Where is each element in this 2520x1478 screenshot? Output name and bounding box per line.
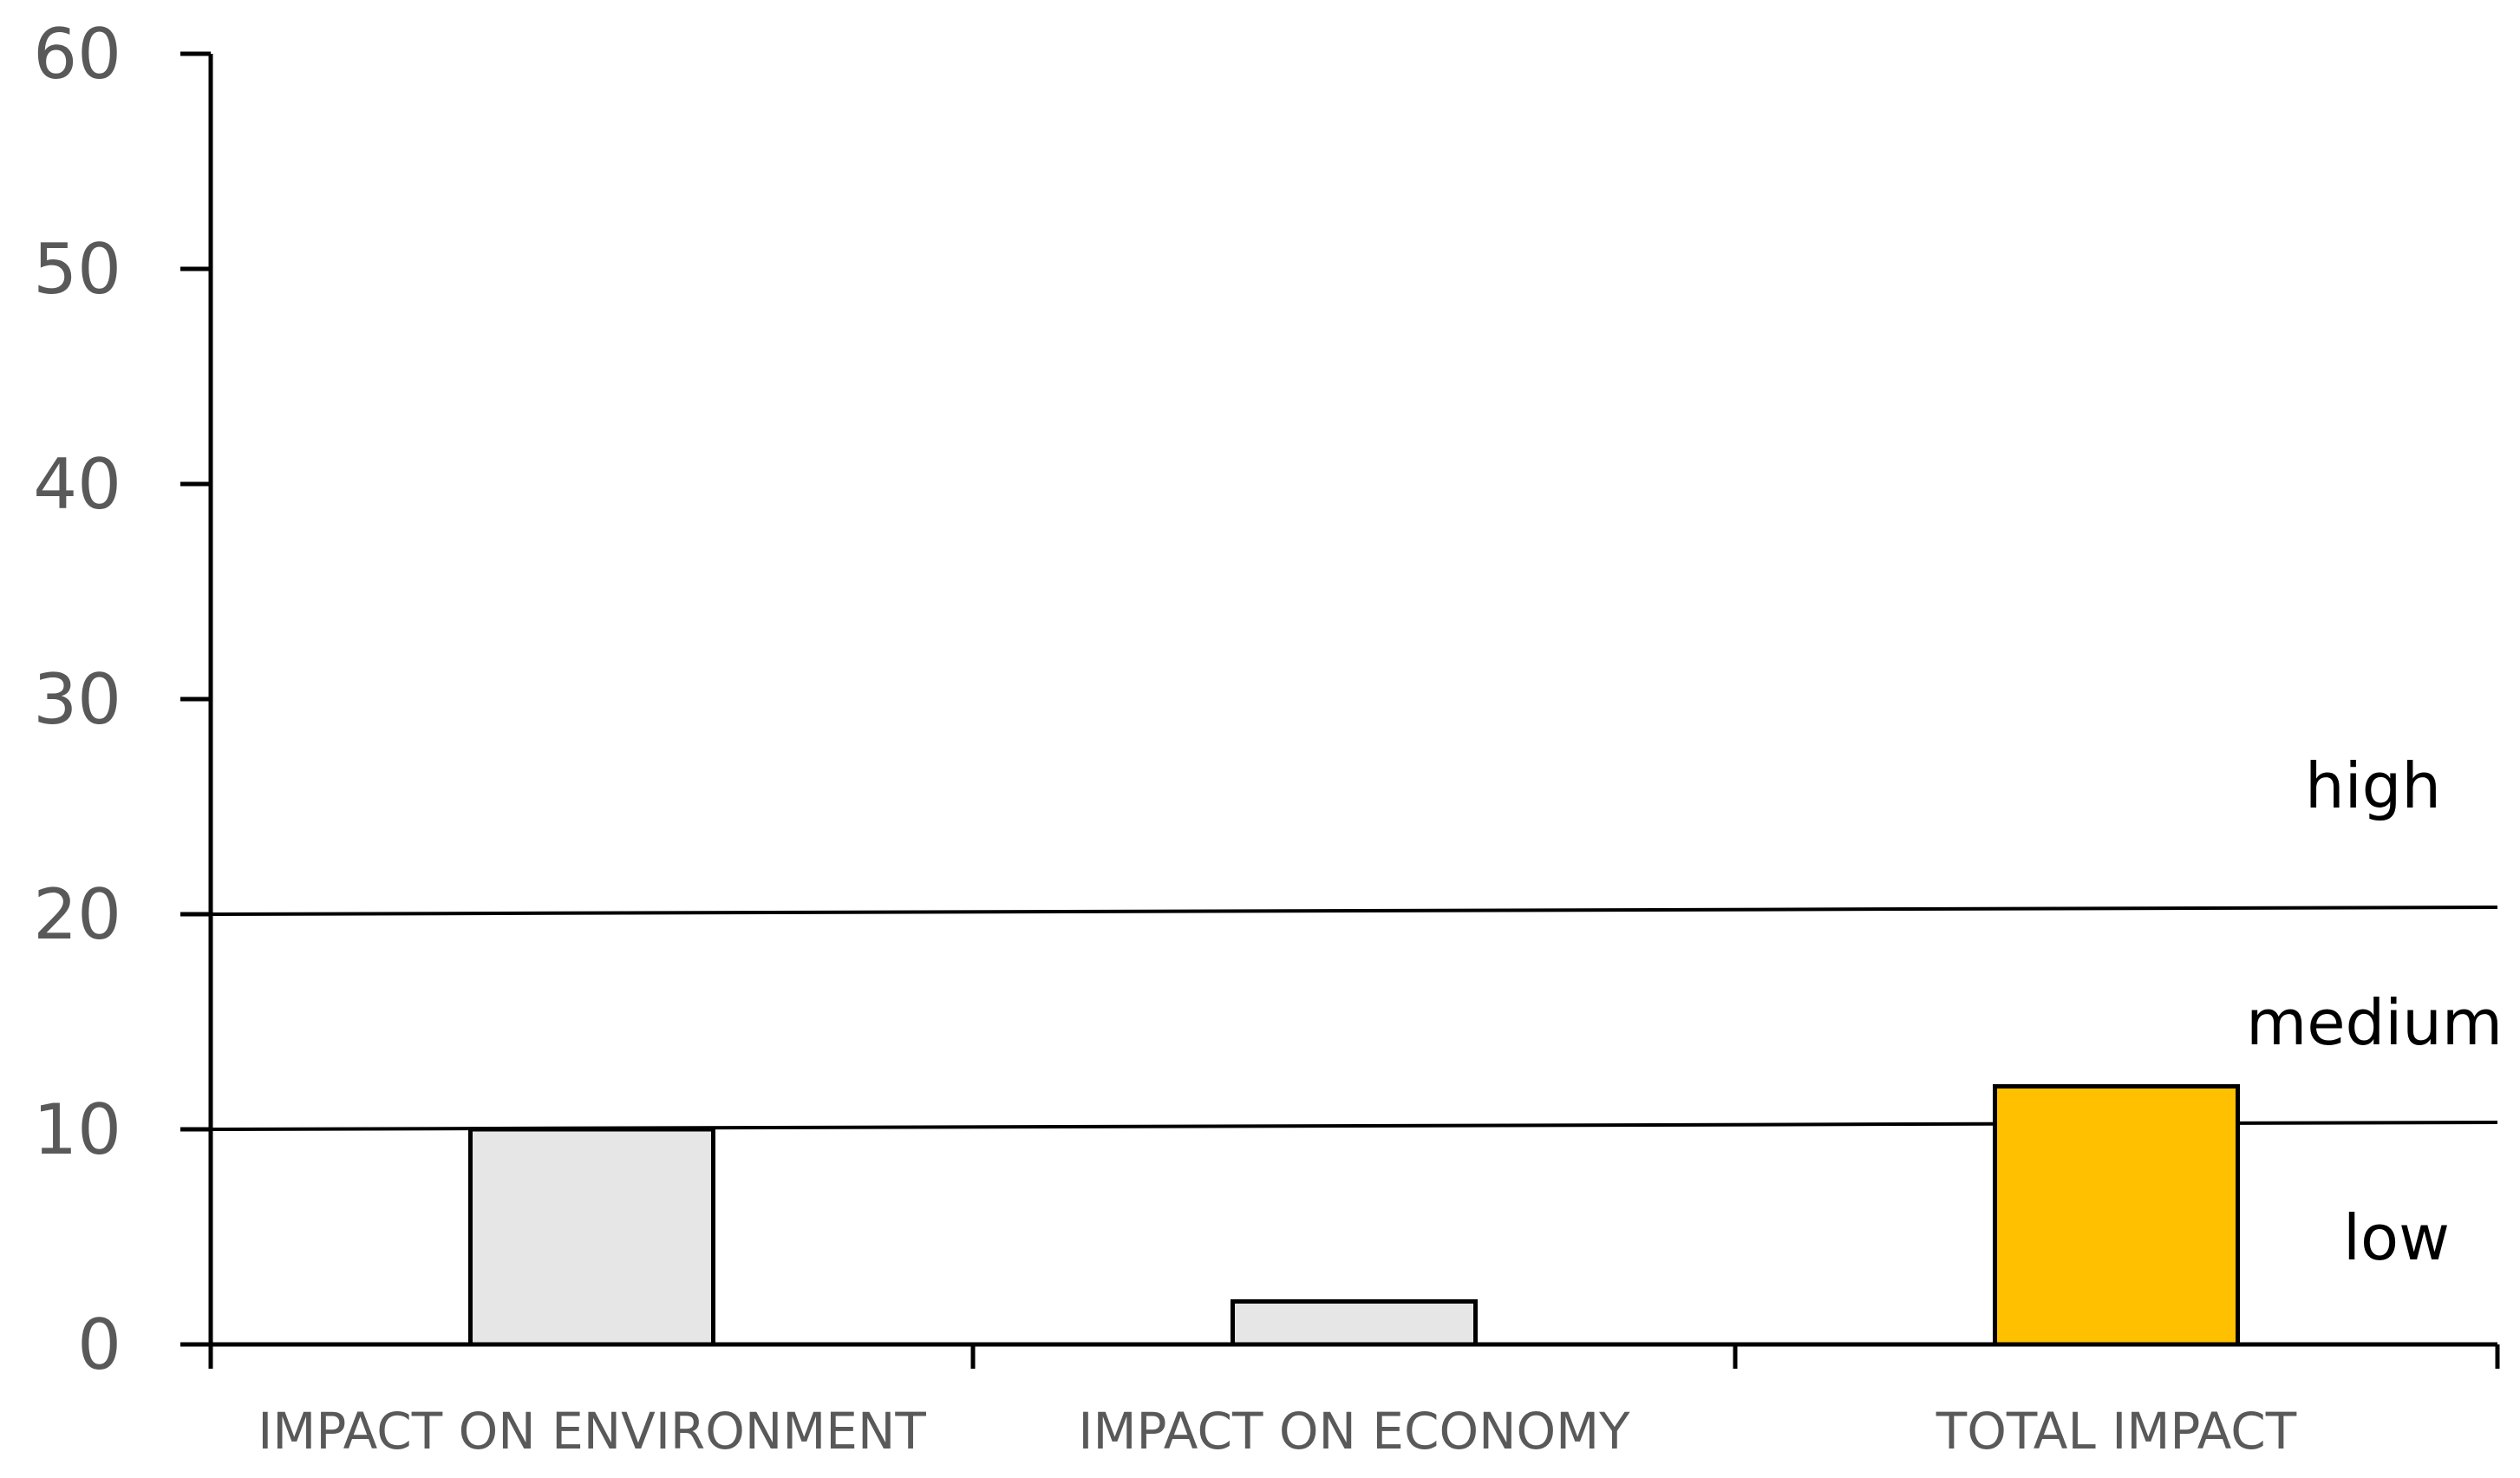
y-tick-label-30: 30: [33, 659, 121, 740]
zone-label-high: high: [2305, 749, 2441, 822]
y-tick-label-10: 10: [33, 1089, 121, 1170]
bar-3: [1993, 1083, 2240, 1347]
bar-1: [468, 1127, 715, 1347]
y-tick-label-60: 60: [33, 14, 121, 95]
threshold-line-20: [210, 906, 2498, 916]
x-category-label-2: IMPACT ON ECONOMY: [1078, 1402, 1630, 1461]
y-tick-label-50: 50: [33, 229, 121, 310]
bars: [468, 1083, 2240, 1347]
y-tick-label-0: 0: [77, 1305, 121, 1385]
x-category-label-3: TOTAL IMPACT: [1936, 1402, 2297, 1461]
axes: [180, 51, 2500, 1369]
zone-label-low: low: [2343, 1201, 2450, 1274]
labels: 0 10 20 30 40 50 60 IMPACT ON ENVIRONMENT IMPACT…: [33, 14, 2503, 1461]
y-tick-label-40: 40: [33, 444, 121, 525]
y-tick-label-20: 20: [33, 874, 121, 955]
bar-2: [1231, 1298, 1478, 1347]
x-category-label-1: IMPACT ON ENVIRONMENT: [258, 1402, 926, 1461]
zone-label-medium: medium: [2246, 986, 2503, 1059]
